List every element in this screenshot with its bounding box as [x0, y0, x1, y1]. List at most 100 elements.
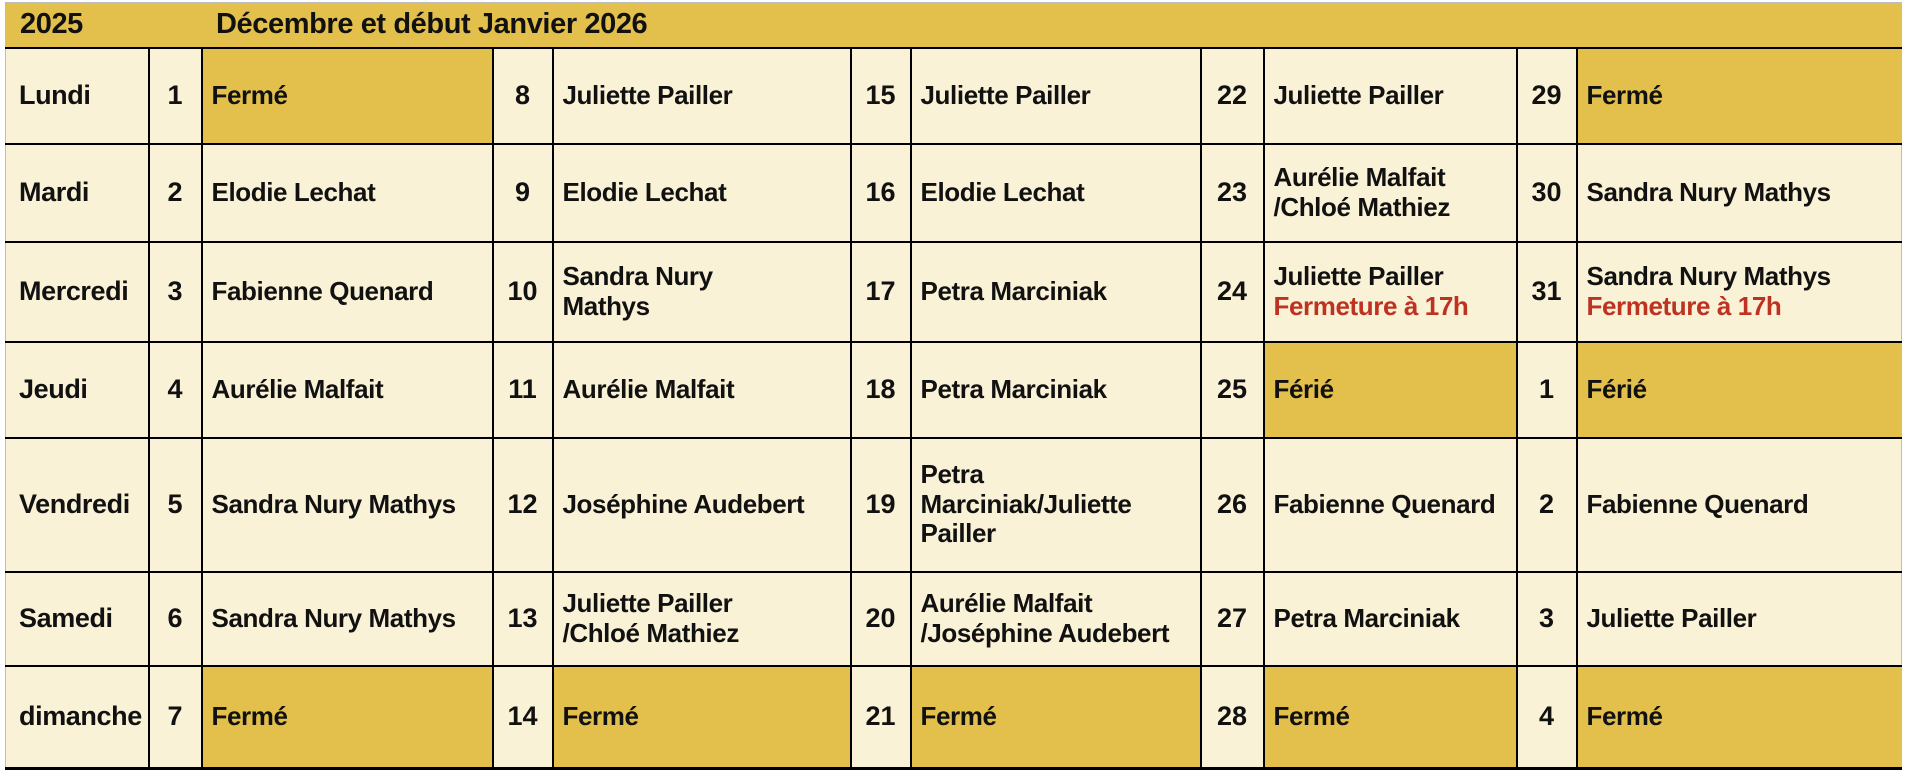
date-cell[interactable]: 11: [491, 340, 554, 439]
staff-name: Sandra Nury Mathys: [562, 260, 714, 321]
header-row: 2025 Décembre et début Janvier 2026: [5, 2, 1902, 49]
staff-cell[interactable]: Fermé: [200, 46, 494, 145]
date-cell[interactable]: 25: [1199, 340, 1265, 439]
date-cell[interactable]: 24: [1199, 240, 1265, 343]
staff-cell[interactable]: Fabienne Quenard: [1262, 436, 1518, 573]
date-cell[interactable]: 28: [1199, 664, 1265, 770]
date-cell[interactable]: 30: [1515, 142, 1578, 243]
staff-cell[interactable]: Fermé: [909, 664, 1202, 770]
staff-name: Juliette Pailler: [562, 79, 733, 110]
header-cell[interactable]: 2025 Décembre et début Janvier 2026: [5, 2, 1902, 49]
staff-name: Juliette Pailler /Chloé Mathiez: [562, 587, 740, 648]
staff-cell[interactable]: Sandra Nury Mathys: [200, 570, 494, 667]
date-cell[interactable]: 2: [1515, 436, 1578, 573]
staff-cell[interactable]: Aurélie Malfait: [200, 340, 494, 439]
staff-cell[interactable]: Fermé: [1262, 664, 1518, 770]
date-cell[interactable]: 17: [849, 240, 912, 343]
staff-cell[interactable]: Fabienne Quenard: [1575, 436, 1902, 573]
date-cell[interactable]: 5: [147, 436, 203, 573]
staff-cell[interactable]: Petra Marciniak: [909, 340, 1202, 439]
staff-name: Fermé: [211, 700, 288, 731]
staff-name: Juliette Pailler: [1586, 602, 1757, 633]
staff-cell[interactable]: Aurélie Malfait /Joséphine Audebert: [909, 570, 1202, 667]
date-cell[interactable]: 1: [1515, 340, 1578, 439]
staff-cell[interactable]: Sandra Nury Mathys: [1575, 142, 1902, 243]
date-cell[interactable]: 29: [1515, 46, 1578, 145]
staff-cell[interactable]: Fermé: [551, 664, 852, 770]
date-cell[interactable]: 21: [849, 664, 912, 770]
period-title: Décembre et début Janvier 2026: [216, 8, 648, 41]
day-label-cell[interactable]: Mercredi: [5, 240, 150, 343]
day-label-cell[interactable]: Mardi: [5, 142, 150, 243]
date-cell[interactable]: 15: [849, 46, 912, 145]
date-cell[interactable]: 23: [1199, 142, 1265, 243]
date-cell[interactable]: 7: [147, 664, 203, 770]
staff-cell[interactable]: Aurélie Malfait /Chloé Mathiez: [1262, 142, 1518, 243]
date-cell[interactable]: 4: [1515, 664, 1578, 770]
staff-cell[interactable]: Joséphine Audebert: [551, 436, 852, 573]
staff-cell[interactable]: Elodie Lechat: [200, 142, 494, 243]
date-cell[interactable]: 19: [849, 436, 912, 573]
staff-cell[interactable]: Sandra Nury Mathys: [551, 240, 852, 343]
date-cell[interactable]: 31: [1515, 240, 1578, 343]
date-cell[interactable]: 14: [491, 664, 554, 770]
staff-cell[interactable]: Juliette Pailler: [1575, 570, 1902, 667]
date-cell[interactable]: 3: [1515, 570, 1578, 667]
table-row: Vendredi 5 Sandra Nury Mathys 12 Joséphi…: [5, 436, 1902, 573]
day-label-cell[interactable]: dimanche: [5, 664, 150, 770]
date-cell[interactable]: 6: [147, 570, 203, 667]
staff-cell[interactable]: Juliette Pailler /Chloé Mathiez: [551, 570, 852, 667]
staff-cell[interactable]: Férié: [1262, 340, 1518, 439]
staff-name: Petra Marciniak: [1273, 602, 1461, 633]
staff-cell[interactable]: Petra Marciniak/Juliette Pailler: [909, 436, 1202, 573]
staff-cell[interactable]: Juliette Pailler: [909, 46, 1202, 145]
staff-cell[interactable]: Férié: [1575, 340, 1902, 439]
staff-cell[interactable]: Aurélie Malfait: [551, 340, 852, 439]
day-label-cell[interactable]: Samedi: [5, 570, 150, 667]
date-cell[interactable]: 8: [491, 46, 554, 145]
staff-cell[interactable]: Fermé: [1575, 46, 1902, 145]
date-cell[interactable]: 4: [147, 340, 203, 439]
staff-cell[interactable]: Elodie Lechat: [551, 142, 852, 243]
date-cell[interactable]: 22: [1199, 46, 1265, 145]
staff-cell[interactable]: Fermé: [1575, 664, 1902, 770]
staff-name: Fermé: [1586, 700, 1663, 731]
closing-note: Fermeture à 17h: [1586, 290, 1782, 321]
staff-cell[interactable]: Fabienne Quenard: [200, 240, 494, 343]
date-cell[interactable]: 16: [849, 142, 912, 243]
date-cell[interactable]: 26: [1199, 436, 1265, 573]
staff-cell[interactable]: Elodie Lechat: [909, 142, 1202, 243]
staff-cell[interactable]: Sandra Nury Mathys Fermeture à 17h: [1575, 240, 1902, 343]
date-cell[interactable]: 3: [147, 240, 203, 343]
table-row: Mardi 2 Elodie Lechat 9 Elodie Lechat 16…: [5, 142, 1902, 243]
staff-name: Petra Marciniak/Juliette Pailler: [920, 459, 1132, 549]
staff-cell[interactable]: Juliette Pailler Fermeture à 17h: [1262, 240, 1518, 343]
staff-name: Aurélie Malfait /Chloé Mathiez: [1273, 161, 1451, 222]
staff-cell[interactable]: Fermé: [200, 664, 494, 770]
date-cell[interactable]: 10: [491, 240, 554, 343]
date-cell[interactable]: 1: [147, 46, 203, 145]
staff-name: Sandra Nury Mathys: [211, 488, 457, 519]
day-label-cell[interactable]: Jeudi: [5, 340, 150, 439]
staff-name: Elodie Lechat: [920, 176, 1085, 207]
table-row: Jeudi 4 Aurélie Malfait 11 Aurélie Malfa…: [5, 340, 1902, 439]
staff-name: Juliette Pailler: [1273, 79, 1444, 110]
staff-name: Fabienne Quenard: [1273, 488, 1496, 519]
staff-cell[interactable]: Sandra Nury Mathys: [200, 436, 494, 573]
date-cell[interactable]: 13: [491, 570, 554, 667]
staff-cell[interactable]: Petra Marciniak: [909, 240, 1202, 343]
date-cell[interactable]: 20: [849, 570, 912, 667]
staff-cell[interactable]: Juliette Pailler: [1262, 46, 1518, 145]
date-cell[interactable]: 2: [147, 142, 203, 243]
date-cell[interactable]: 27: [1199, 570, 1265, 667]
staff-name: Juliette Pailler: [1273, 260, 1444, 291]
table-row: dimanche 7 Fermé 14 Fermé 21 Fermé 28 Fe…: [5, 664, 1902, 770]
staff-cell[interactable]: Petra Marciniak: [1262, 570, 1518, 667]
date-cell[interactable]: 12: [491, 436, 554, 573]
date-cell[interactable]: 18: [849, 340, 912, 439]
date-cell[interactable]: 9: [491, 142, 554, 243]
day-label-cell[interactable]: Vendredi: [5, 436, 150, 573]
staff-name: Sandra Nury Mathys: [211, 602, 457, 633]
day-label-cell[interactable]: Lundi: [5, 46, 150, 145]
staff-cell[interactable]: Juliette Pailler: [551, 46, 852, 145]
